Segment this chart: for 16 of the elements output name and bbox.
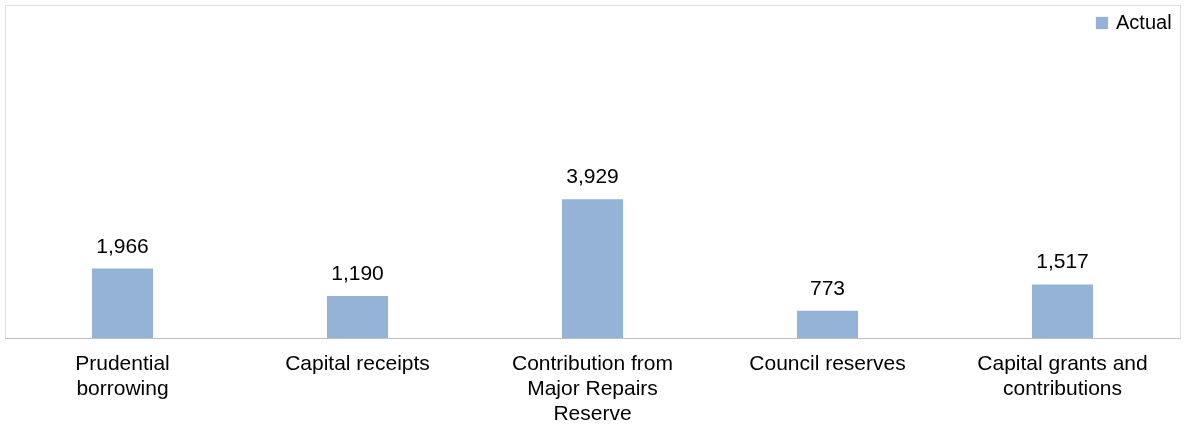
x-tick-label: Capital grants and contributions <box>977 350 1148 399</box>
x-tick-label: Contribution from Major Repairs Reserve <box>511 350 674 424</box>
data-label: 1,966 <box>96 233 149 257</box>
x-tick-label: Capital receipts <box>285 350 430 374</box>
data-label: 3,929 <box>566 164 619 188</box>
data-label: 1,517 <box>1036 249 1089 273</box>
data-label: 1,190 <box>331 260 384 284</box>
bar <box>91 268 154 338</box>
x-tick-label: Prudential borrowing <box>75 350 170 399</box>
bar <box>1031 284 1094 338</box>
bar <box>561 199 624 338</box>
legend-label: Actual <box>1116 11 1172 33</box>
data-label: 773 <box>809 275 846 299</box>
bar <box>326 295 389 338</box>
x-tick-label: Council reserves <box>749 350 906 374</box>
bar <box>796 310 859 338</box>
